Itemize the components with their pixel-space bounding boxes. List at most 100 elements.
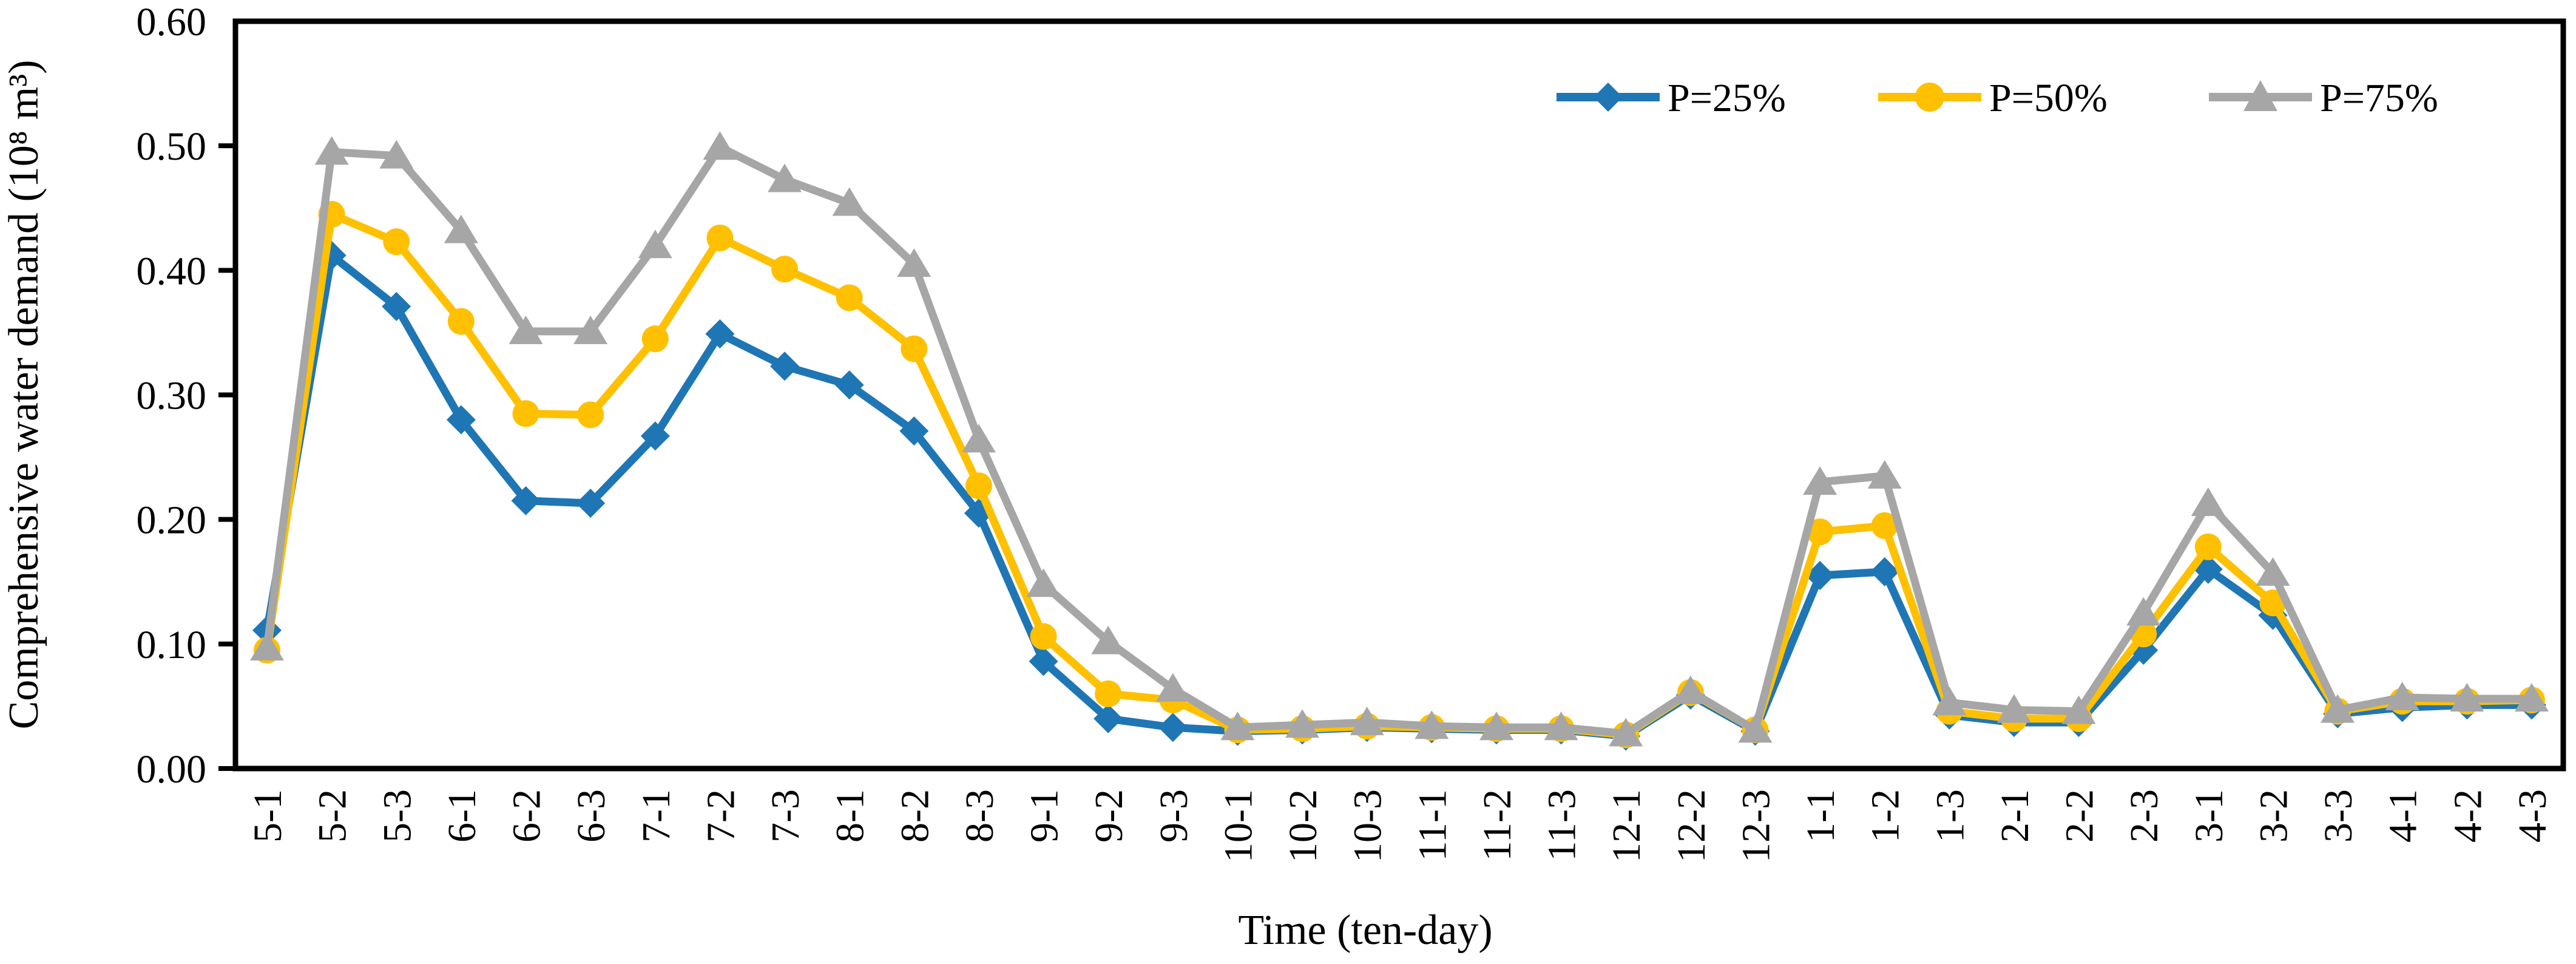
- series-p50: [254, 201, 2545, 748]
- x-tick-label: 5-3: [375, 789, 419, 843]
- legend-label-p50: P=50%: [1989, 76, 2108, 120]
- marker-diamond: [1805, 560, 1835, 590]
- marker-diamond: [1870, 557, 1899, 586]
- legend-triangle-icon: [2243, 80, 2277, 111]
- marker-triangle: [1609, 718, 1643, 747]
- y-tick-label: 0.40: [137, 249, 207, 293]
- marker-triangle: [2515, 683, 2549, 712]
- marker-triangle: [1544, 711, 1578, 741]
- marker-triangle: [1026, 568, 1061, 597]
- x-axis-tick-labels: 5-1 5-2 5-3 6-1 6-2 6-3 7-1 7-2 7-3 8-1 8-2 8-3 9-1 9…: [246, 789, 2555, 863]
- y-axis-tick-labels: 0.00 0.10 0.20 0.30 0.40 0.50 0.60: [137, 0, 207, 792]
- x-tick-label: 8-3: [958, 789, 1002, 843]
- marker-triangle: [1738, 714, 1773, 743]
- marker-triangle: [1155, 673, 1190, 702]
- marker-triangle: [509, 315, 543, 344]
- marker-diamond: [899, 416, 929, 446]
- legend-item-p50: P=50%: [1878, 76, 2108, 120]
- legend-circle-icon: [1915, 83, 1944, 112]
- marker-triangle: [1220, 711, 1255, 741]
- marker-diamond: [770, 351, 800, 381]
- x-tick-label: 5-2: [311, 789, 355, 843]
- marker-diamond: [382, 291, 411, 321]
- marker-circle: [771, 256, 799, 283]
- y-axis-title: Comprehensive water demand (10⁸ m³): [1, 60, 47, 730]
- marker-triangle: [897, 248, 931, 277]
- series-p75: [250, 131, 2549, 747]
- marker-circle: [836, 284, 863, 311]
- x-tick-label: 12-1: [1604, 789, 1649, 863]
- x-tick-label: 10-3: [1346, 789, 1390, 863]
- marker-circle: [706, 224, 734, 251]
- marker-circle: [1030, 623, 1057, 650]
- y-tick-label: 0.50: [137, 124, 207, 169]
- marker-diamond: [446, 405, 476, 435]
- x-tick-label: 7-2: [698, 789, 743, 843]
- x-tick-label: 3-1: [2187, 789, 2231, 843]
- x-tick-label: 2-2: [2058, 789, 2102, 843]
- series-layer: [250, 131, 2549, 751]
- marker-circle: [447, 308, 475, 335]
- x-tick-label: 9-3: [1152, 789, 1196, 843]
- marker-triangle: [2256, 557, 2290, 586]
- marker-triangle: [314, 136, 349, 165]
- marker-circle: [965, 472, 992, 500]
- marker-triangle: [1350, 707, 1384, 736]
- marker-diamond: [1029, 647, 1058, 676]
- legend-item-p75: P=75%: [2209, 76, 2438, 120]
- legend-item-p25: P=25%: [1557, 76, 1786, 120]
- marker-triangle: [2450, 683, 2484, 712]
- x-tick-label: 6-1: [440, 789, 484, 843]
- marker-circle: [383, 228, 410, 256]
- x-tick-label: 11-3: [1540, 789, 1584, 861]
- x-tick-label: 7-3: [763, 789, 808, 843]
- marker-triangle: [1673, 675, 1708, 704]
- marker-circle: [1871, 512, 1898, 539]
- y-tick-label: 0.10: [137, 623, 207, 667]
- x-tick-label: 2-3: [2122, 789, 2166, 843]
- x-tick-label: 2-1: [1993, 789, 2037, 843]
- marker-triangle: [1867, 460, 1902, 489]
- x-tick-label: 1-2: [1864, 789, 1908, 843]
- marker-triangle: [768, 163, 802, 192]
- marker-circle: [512, 400, 539, 427]
- marker-triangle: [1415, 710, 1449, 739]
- marker-triangle: [1285, 709, 1320, 738]
- marker-triangle: [832, 187, 867, 216]
- marker-circle: [577, 401, 604, 429]
- x-tick-label: 9-2: [1087, 789, 1131, 843]
- marker-circle: [641, 325, 669, 353]
- x-tick-label: 10-1: [1216, 789, 1260, 863]
- marker-diamond: [705, 319, 735, 348]
- y-tick-label: 0.00: [137, 747, 207, 792]
- series-line: [263, 143, 2536, 738]
- marker-circle: [901, 335, 928, 362]
- x-tick-label: 1-3: [1928, 789, 1972, 843]
- marker-triangle: [2191, 487, 2225, 516]
- x-tick-label: 6-2: [505, 789, 549, 843]
- x-tick-label: 6-3: [569, 789, 614, 843]
- marker-triangle: [2385, 682, 2419, 711]
- marker-circle: [1807, 518, 1834, 546]
- x-tick-label: 12-3: [1734, 789, 1778, 863]
- series-line: [263, 210, 2536, 739]
- y-tick-label: 0.30: [137, 374, 207, 418]
- marker-triangle: [1479, 711, 1513, 741]
- x-tick-label: 11-1: [1410, 789, 1455, 861]
- marker-triangle: [1996, 694, 2031, 723]
- marker-triangle: [250, 631, 284, 660]
- marker-triangle: [703, 131, 737, 160]
- y-axis-ticks: [218, 143, 235, 771]
- legend-label-p25: P=25%: [1668, 76, 1786, 120]
- x-tick-label: 1-1: [1799, 789, 1843, 843]
- marker-circle: [2194, 533, 2222, 560]
- x-tick-label: 8-1: [828, 789, 873, 843]
- marker-triangle: [961, 424, 996, 453]
- x-tick-label: 3-3: [2316, 789, 2361, 843]
- marker-diamond: [576, 488, 606, 518]
- x-tick-label: 11-2: [1475, 789, 1520, 861]
- marker-triangle: [2126, 597, 2161, 626]
- x-tick-label: 5-1: [246, 789, 290, 843]
